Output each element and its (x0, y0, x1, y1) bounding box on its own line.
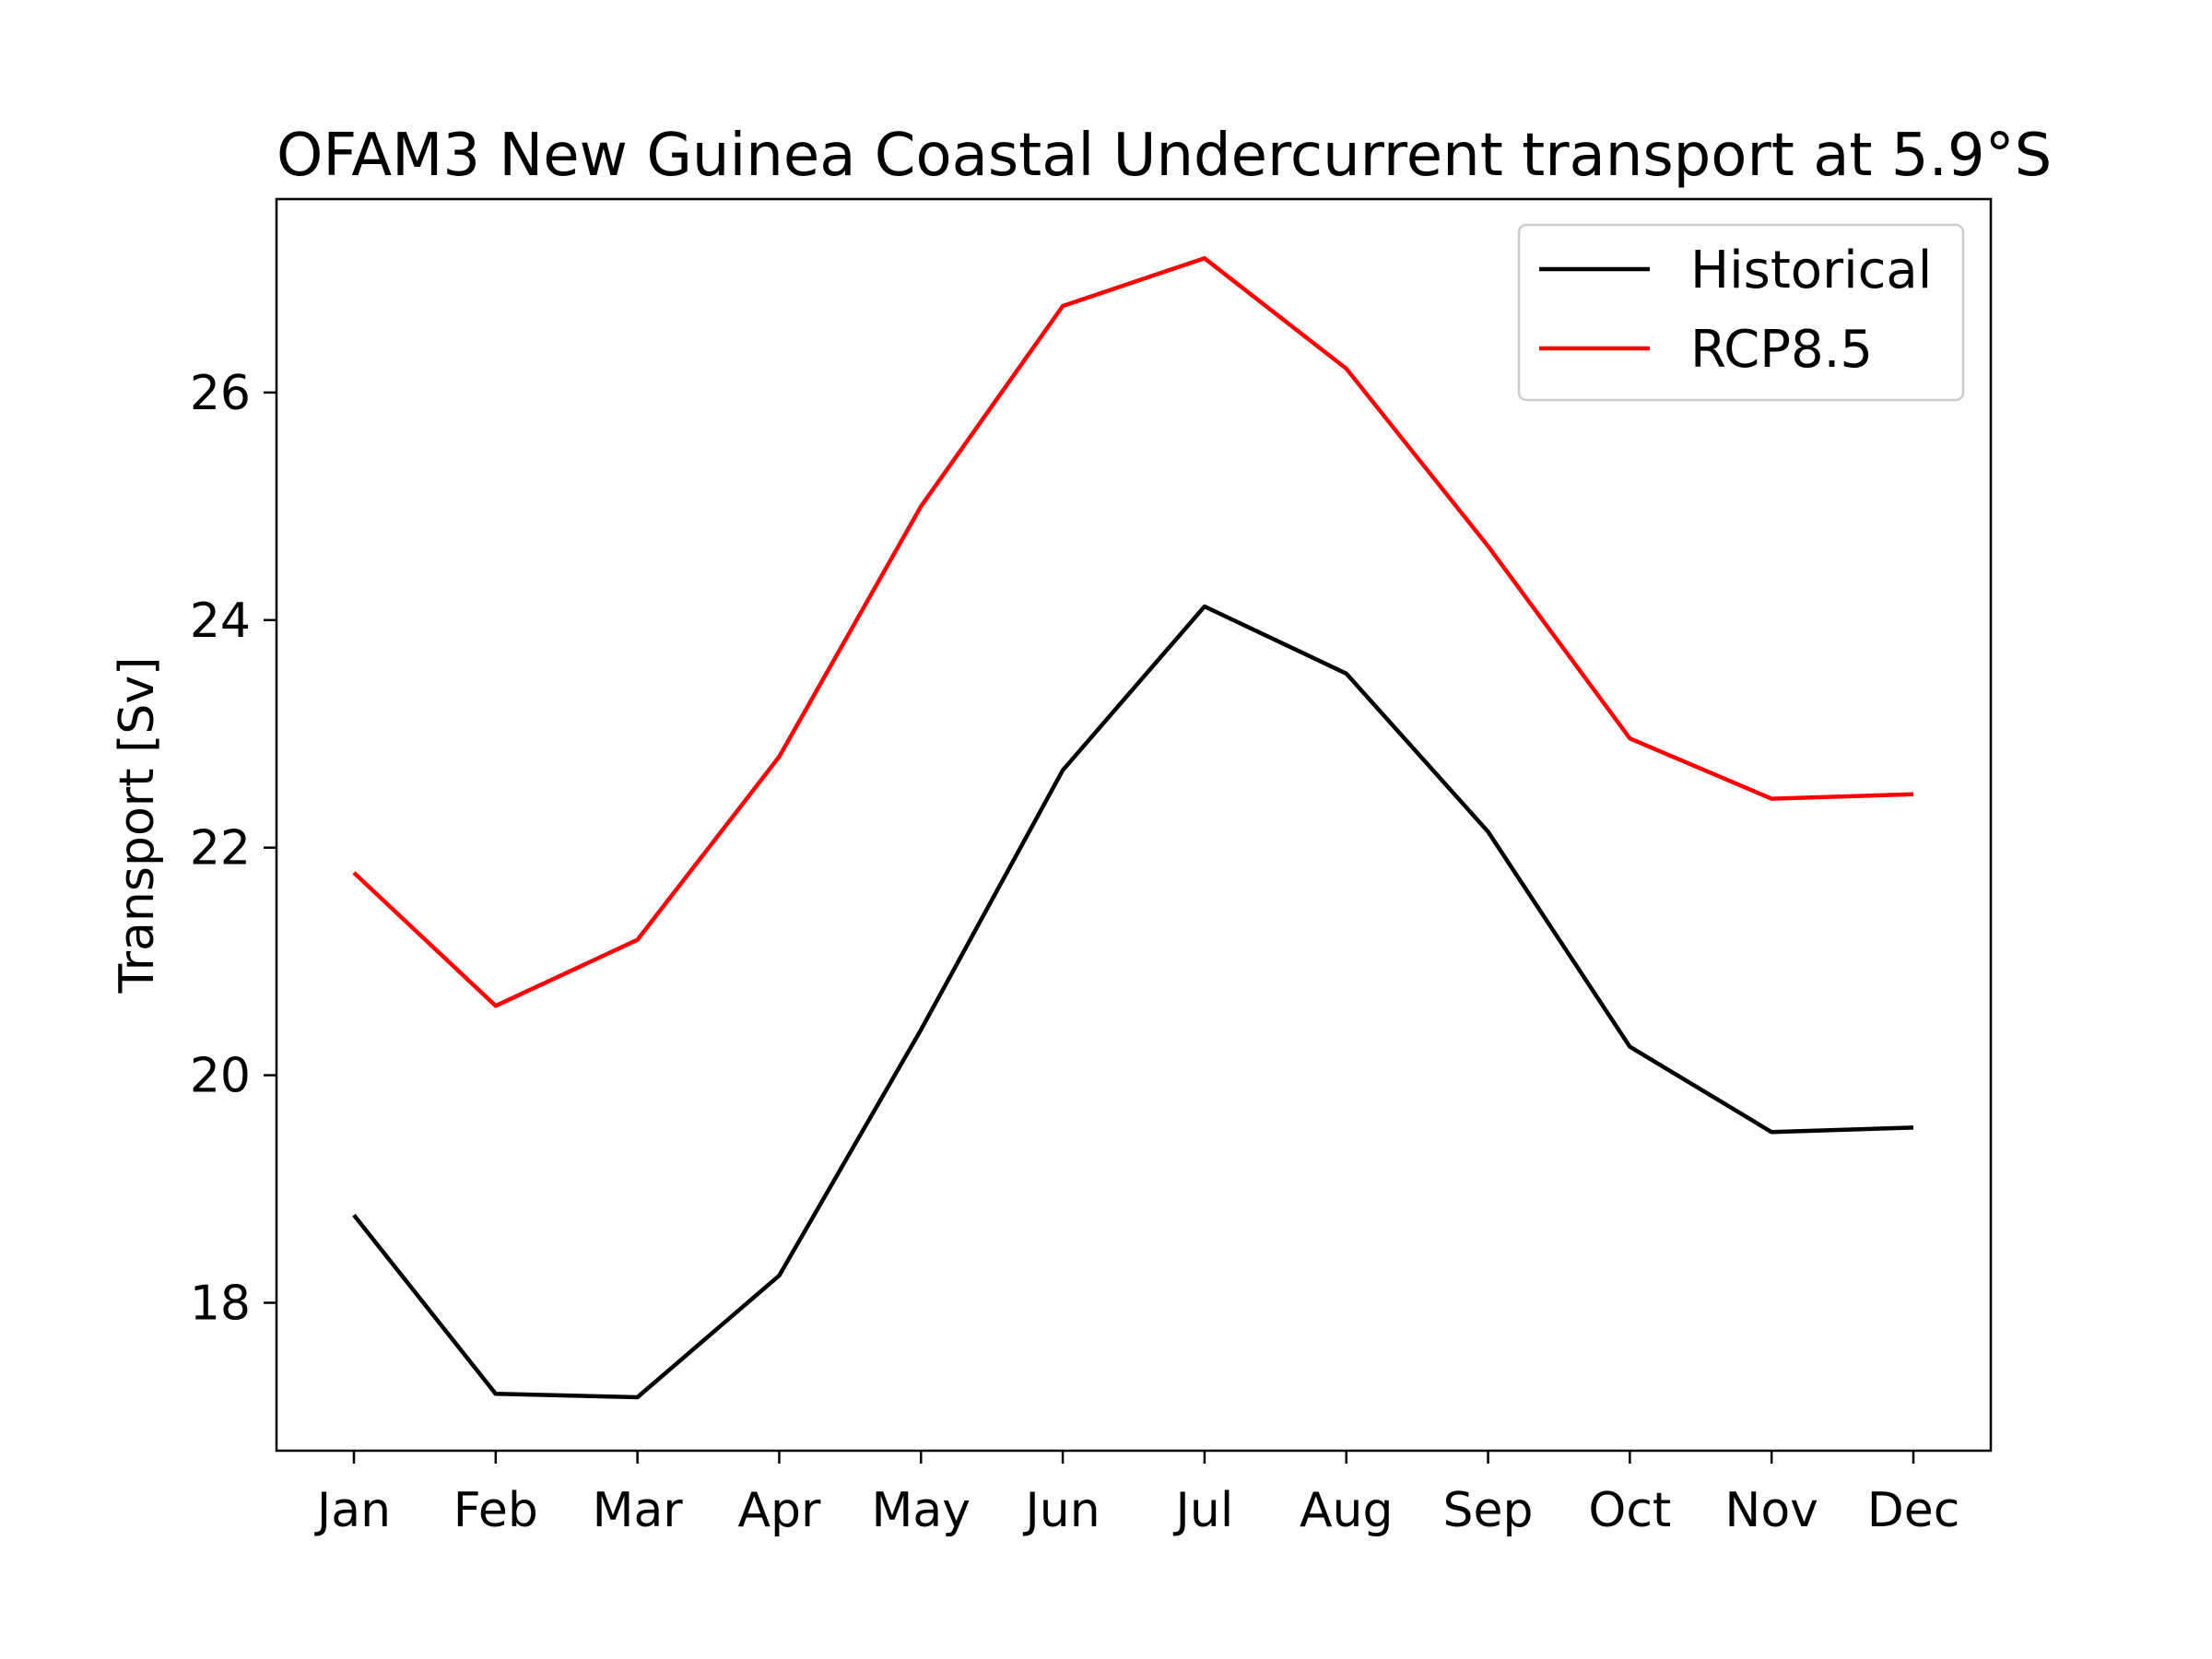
legend-label: Historical (1690, 241, 1932, 300)
series-line-1 (352, 255, 1914, 1008)
legend: Historical RCP8.5 (1517, 223, 1965, 402)
y-tick-label: 22 (190, 821, 251, 877)
y-tick-label: 24 (190, 594, 251, 649)
x-tick-label: May (872, 1483, 971, 1538)
y-tick-label: 18 (190, 1277, 251, 1332)
chart-title: OFAM3 New Guinea Coastal Undercurrent tr… (276, 122, 2052, 190)
series-line-0 (352, 604, 1914, 1400)
x-tick-label: Apr (737, 1483, 821, 1538)
x-tick-label: Aug (1300, 1483, 1394, 1538)
y-tick-label: 26 (190, 366, 251, 421)
x-tick-label: Mar (593, 1483, 684, 1538)
x-tick-label: Sep (1443, 1483, 1534, 1538)
x-tick-label: Nov (1724, 1483, 1818, 1538)
y-axis-label: Transport [Sv] (110, 657, 165, 994)
x-tick-label: Jan (314, 1483, 391, 1538)
x-tick-label: Feb (453, 1483, 538, 1538)
x-tick-label: Jul (1173, 1483, 1234, 1538)
x-tick-label: Jun (1022, 1483, 1100, 1538)
x-tick-label: Dec (1867, 1483, 1960, 1538)
plot-frame (275, 197, 1993, 1453)
x-tick-label: Oct (1588, 1483, 1671, 1538)
legend-label: RCP8.5 (1690, 320, 1873, 380)
y-tick-label: 20 (190, 1049, 251, 1104)
plot-area: Jan Feb Mar Apr May Jun Jul Aug Sep Oct Nov Dec 18 20… (190, 197, 1993, 1538)
